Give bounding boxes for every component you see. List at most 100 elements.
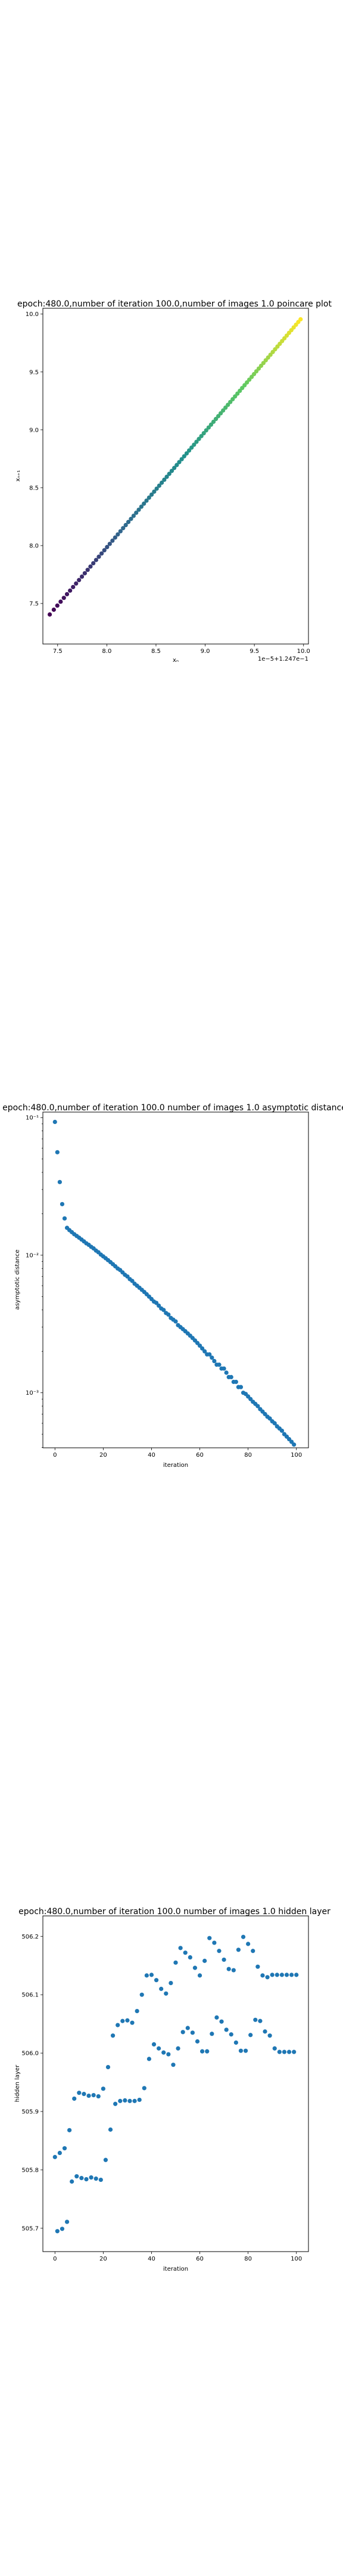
hidden-layer-point xyxy=(255,1964,260,1969)
poincare-point xyxy=(116,532,120,537)
hidden-layer-point xyxy=(294,1973,299,1977)
poincare-x-tick-label: 9.5 xyxy=(250,648,259,655)
asymptotic-y-tick-label: 10⁻¹ xyxy=(26,1115,39,1122)
hidden-layer-point xyxy=(192,1965,198,1970)
poincare-point xyxy=(105,544,110,550)
hidden-layer-x-tick-label: 100 xyxy=(291,2256,302,2262)
poincare-point xyxy=(201,431,206,436)
asymptotic-plot-frame xyxy=(42,1111,309,1448)
hidden-layer-point xyxy=(231,1968,236,1973)
asymptotic-points xyxy=(52,1119,297,1447)
poincare-point xyxy=(126,519,131,524)
hidden-layer-point xyxy=(120,2018,125,2023)
poincare-title: epoch:480.0,number of iteration 100.0,nu… xyxy=(17,299,332,309)
hidden-layer-x-tick-label: 20 xyxy=(99,2256,107,2262)
hidden-layer-point xyxy=(55,2229,60,2234)
hidden-layer-point xyxy=(74,2174,79,2179)
poincare-point xyxy=(68,588,73,593)
hidden-layer-point xyxy=(113,2101,118,2106)
hidden-layer-point xyxy=(110,2033,116,2038)
poincare-point xyxy=(152,489,157,494)
poincare-point xyxy=(216,414,221,419)
poincare-y-tick-label: 9.5 xyxy=(29,369,39,376)
hidden-layer-point xyxy=(212,1940,217,1945)
hidden-layer-point xyxy=(286,2049,292,2054)
asymptotic-x-tick-label: 40 xyxy=(148,1452,155,1459)
poincare-point xyxy=(107,541,112,546)
poincare-point xyxy=(233,394,238,399)
poincare-point xyxy=(82,571,87,575)
asymptotic-point xyxy=(272,1421,277,1426)
poincare-x-label: xₙ xyxy=(173,657,179,664)
poincare-point xyxy=(174,463,179,467)
hidden-layer-point xyxy=(123,2098,127,2103)
poincare-point xyxy=(77,578,82,583)
hidden-layer-y-tick-label: 506.0 xyxy=(21,2051,39,2057)
poincare-ticks: 7.5 8.0 8.5 9.0 9.5 10.0 7.5 8.0 8.5 9.0 9.5 10.0 xyxy=(26,311,310,655)
hidden-layer-point xyxy=(154,1978,159,1983)
poincare-point xyxy=(93,558,98,562)
asymptotic-point xyxy=(157,1303,161,1308)
hidden-layer-point xyxy=(144,1973,149,1978)
poincare-point xyxy=(144,498,149,503)
hidden-layer-point xyxy=(210,2032,214,2036)
hidden-layer-point xyxy=(267,2033,272,2038)
hidden-layer-point xyxy=(157,2046,161,2051)
hidden-layer-point xyxy=(238,2048,244,2053)
hidden-layer-point xyxy=(207,1936,212,1940)
asymptotic-point xyxy=(200,1346,205,1351)
poincare-point xyxy=(47,612,52,617)
hidden-layer-point xyxy=(272,2046,277,2051)
hidden-layer-point xyxy=(130,2020,135,2025)
hidden-layer-point xyxy=(275,1973,279,1977)
poincare-point xyxy=(177,460,182,465)
asymptotic-point xyxy=(267,1416,272,1421)
hidden-layer-point xyxy=(219,2019,224,2024)
poincare-point xyxy=(58,599,63,604)
hidden-layer-point xyxy=(116,2023,120,2027)
asymptotic-x-tick-label: 100 xyxy=(291,1452,302,1459)
poincare-point xyxy=(121,526,126,531)
hidden-layer-y-label: hidden layer xyxy=(14,2064,21,2102)
hidden-layer-title: epoch:480.0,number of iteration 100.0 nu… xyxy=(18,1907,330,1916)
asymptotic-point xyxy=(62,1216,67,1221)
poincare-point xyxy=(64,592,70,597)
hidden-layer-point xyxy=(82,2092,86,2097)
poincare-point xyxy=(213,417,219,422)
hidden-layer-point xyxy=(270,1973,275,1977)
hidden-layer-point xyxy=(166,2052,171,2057)
hidden-layer-point xyxy=(205,2049,210,2054)
hidden-layer-point xyxy=(236,1948,241,1952)
poincare-y-tick-label: 7.5 xyxy=(29,601,39,608)
poincare-point xyxy=(242,383,247,388)
poincare-point xyxy=(206,425,211,430)
poincare-point xyxy=(219,411,223,416)
hidden-layer-point xyxy=(202,1958,207,1963)
poincare-y-tick-label: 8.5 xyxy=(29,485,39,491)
poincare-point xyxy=(146,495,151,500)
hidden-layer-x-tick-label: 40 xyxy=(148,2256,155,2262)
poincare-point xyxy=(223,405,228,410)
hidden-layer-point xyxy=(197,1973,202,1978)
poincare-point xyxy=(167,472,172,476)
hidden-layer-point xyxy=(171,2063,176,2067)
asymptotic-y-label: asymptotic distance xyxy=(14,1249,21,1309)
poincare-point xyxy=(157,483,161,488)
hidden-layer-point xyxy=(137,2097,142,2103)
hidden-layer-point xyxy=(105,2064,111,2070)
asymptotic-point xyxy=(289,1439,294,1444)
hidden-layer-point xyxy=(70,2179,74,2184)
hidden-layer-x-tick-label: 60 xyxy=(196,2256,204,2262)
poincare-point xyxy=(55,603,60,608)
poincare-offset-label: 1e−5+1.247e−1 xyxy=(258,656,308,662)
poincare-point xyxy=(99,551,104,556)
poincare-x-tick-label: 9.0 xyxy=(201,648,210,655)
hidden-layer-point xyxy=(164,1991,169,1996)
poincare-x-tick-label: 8.5 xyxy=(151,648,161,655)
poincare-point xyxy=(139,504,144,509)
poincare-point xyxy=(113,535,117,540)
hidden-layer-point xyxy=(84,2176,89,2182)
poincare-point xyxy=(91,561,96,566)
hidden-layer-point xyxy=(217,1949,222,1953)
